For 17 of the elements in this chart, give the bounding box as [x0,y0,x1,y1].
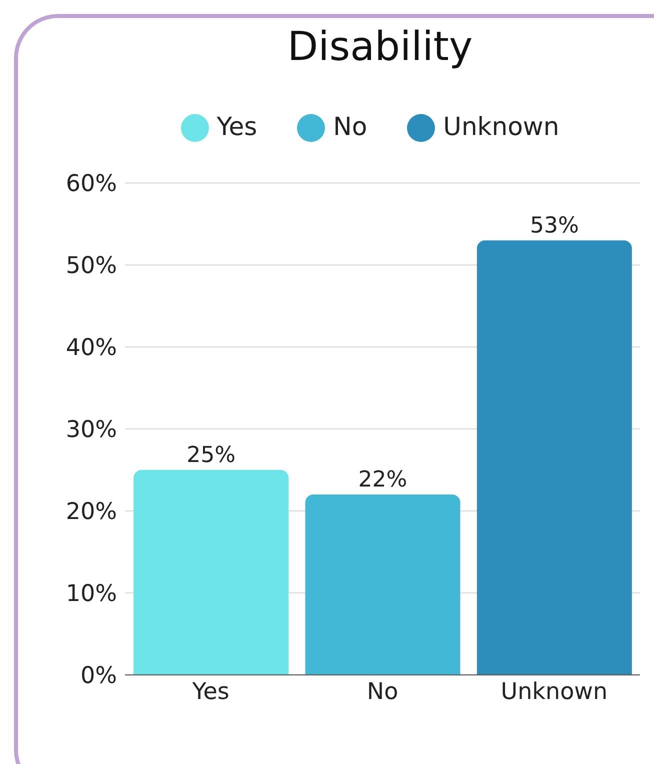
x-tick-label: Unknown [500,679,608,706]
legend-label: Unknown [443,112,560,141]
y-tick-label: 0% [80,663,117,690]
chart-title: Disability [286,24,474,70]
y-tick-label: 10% [66,581,117,608]
y-tick-label: 30% [66,417,117,444]
y-tick-label: 40% [66,335,117,362]
y-tick-label: 20% [66,499,117,526]
data-label: 53% [530,213,579,238]
data-label: 25% [186,442,236,468]
data-label: 22% [358,468,408,492]
x-tick-label: No [366,679,398,706]
legend-label: No [333,112,368,141]
legend-label: Yes [216,112,258,141]
y-tick-label: 60% [66,171,117,198]
y-tick-label: 50% [66,253,117,280]
x-tick-label: Yes [191,679,230,706]
